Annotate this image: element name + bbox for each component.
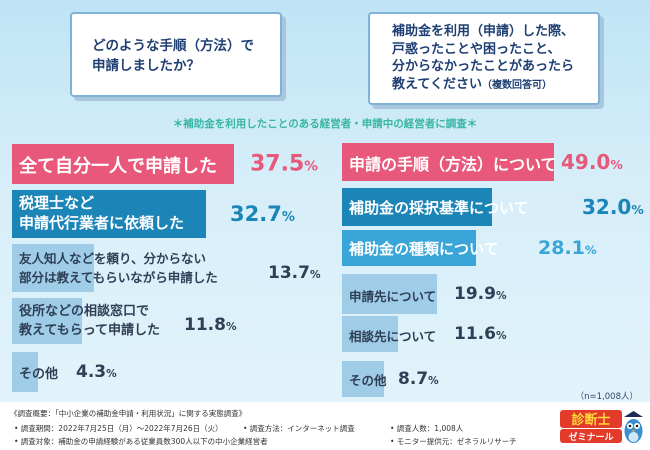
bar-label: 相談先について: [349, 329, 437, 344]
question-left-line: どのような手順（方法）で: [92, 38, 254, 54]
multiple-answer-note: （複数回答可）: [481, 79, 552, 91]
data-label: 32.0%: [582, 195, 644, 219]
survey-period: • 調査期間：2022年7月25日（月）〜2022年7月26日（火）: [14, 424, 223, 433]
question-right-line: 戸惑ったことや困ったこと、: [392, 41, 561, 57]
bar-label: 友人知人などを頼り、分からない 部分は教えてもらいながら申請した: [19, 251, 218, 285]
bar: 友人知人などを頼り、分からない 部分は教えてもらいながら申請した 13.7%: [12, 244, 321, 292]
bar-label: 補助金の採択基準について: [349, 199, 529, 217]
question-right-line: 教えてください（複数回答可）: [392, 76, 552, 92]
survey-overview: 《調査概要：「中小企業の補助金申請・利用状況」に関する実態調査》: [10, 409, 247, 418]
bar: その他 4.3%: [12, 352, 117, 392]
logo-line2: ゼミナール: [568, 431, 613, 443]
data-label: 32.7%: [230, 202, 295, 226]
survey-target-note: ＊補助金を利用したことのある経営者・申請中の経営者に調査＊: [172, 118, 478, 130]
data-label: 37.5%: [250, 151, 318, 177]
bar-label: 申請先について: [349, 289, 437, 304]
bar: 税理士など 申請代行業者に依頼した 32.7%: [12, 190, 295, 238]
bar-label: その他: [19, 367, 59, 382]
bar-label: 役所などの相談窓口で 教えてもらって申請した: [19, 304, 161, 338]
bar: 役所などの相談窓口で 教えてもらって申請した 11.8%: [12, 298, 237, 344]
data-label: 19.9%: [454, 284, 507, 304]
bar: 相談先について 11.6%: [342, 316, 507, 352]
survey-target: • 調査対象：補助金の申請経験がある従業員数300人以下の中小企業経営者: [14, 437, 268, 446]
data-label: 8.7%: [398, 369, 439, 389]
bar-label: その他: [349, 373, 387, 388]
data-label: 4.3%: [76, 362, 117, 382]
bar-label: 税理士など 申請代行業者に依頼した: [19, 194, 185, 232]
bar: その他 8.7%: [342, 361, 439, 397]
data-label: 13.7%: [268, 263, 321, 283]
question-left-line: 申請しましたか？: [92, 58, 200, 74]
bar: 補助金の採択基準について 32.0%: [342, 188, 644, 226]
bar: 補助金の種類について 28.1%: [342, 230, 597, 266]
question-box-left: どのような手順（方法）で 申請しましたか？: [70, 12, 282, 97]
survey-monitor: • モニター提供元：ゼネラルリサーチ: [390, 437, 517, 446]
logo-line1: 診断士: [571, 412, 610, 428]
survey-method: • 調査方法：インターネット調査: [243, 424, 355, 433]
bar: 全て自分一人で申請した 37.5%: [12, 144, 318, 184]
shindanshi-seminar-logo: 診断士 ゼミナール: [560, 410, 643, 443]
survey-count: • 調査人数：1,008人: [390, 424, 464, 433]
survey-footer: 《調査概要：「中小企業の補助金申請・利用状況」に関する実態調査》 • 調査期間：…: [0, 402, 650, 450]
bar: 申請先について 19.9%: [342, 274, 507, 314]
bar-label: 全て自分一人で申請した: [19, 156, 217, 177]
data-label: 11.6%: [454, 324, 507, 344]
question-right-line: 補助金を利用（申請）した際、: [392, 24, 575, 39]
bar: 申請の手順（方法）について 49.0%: [342, 143, 623, 181]
owl-mascot-icon: [624, 411, 643, 443]
data-label: 11.8%: [184, 315, 237, 335]
bar-label: 補助金の種類について: [349, 240, 499, 258]
bar-label: 申請の手順（方法）について: [349, 155, 557, 174]
data-label: 28.1%: [538, 237, 597, 259]
data-label: 49.0%: [561, 150, 623, 174]
question-right-line: 分からなかったことがあったら: [392, 59, 575, 74]
question-box-right: 補助金を利用（申請）した際、 戸惑ったことや困ったこと、 分からなかったことがあ…: [368, 12, 600, 105]
respondent-count: （n=1,008人）: [575, 392, 638, 402]
